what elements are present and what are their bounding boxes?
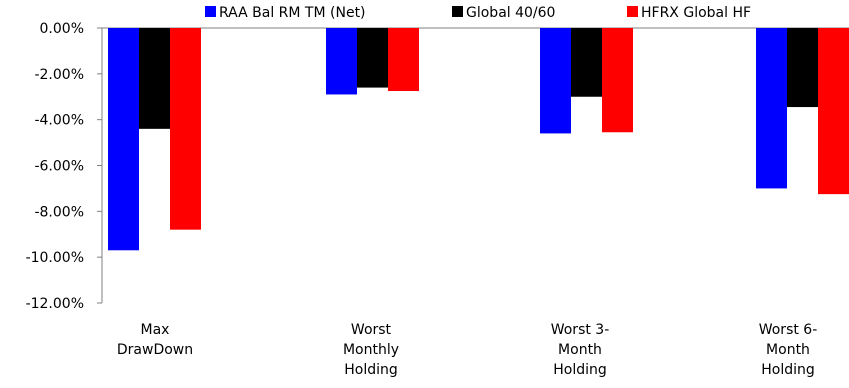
y-tick-label: -4.00% xyxy=(34,113,84,129)
category-label: Worst 6-Month Holding xyxy=(759,322,818,378)
category-label: Max DrawDown xyxy=(117,322,193,358)
bar-raa-bal-rm-tm-net--3 xyxy=(756,28,787,189)
bars xyxy=(108,28,849,251)
legend-swatch xyxy=(205,6,216,17)
category-labels: Max DrawDown Worst Monthly Holding Worst 3-Mo… xyxy=(117,322,817,378)
bar-global-40-60-0 xyxy=(139,28,170,129)
bar-hfrx-global-hf-0 xyxy=(170,28,201,230)
y-tick-label: -8.00% xyxy=(34,204,84,220)
legend-label: RAA Bal RM TM (Net) xyxy=(219,5,366,21)
legend: RAA Bal RM TM (Net) Global 40/60 HFRX Glob… xyxy=(205,5,751,21)
bar-raa-bal-rm-tm-net--1 xyxy=(326,28,357,95)
category-label: Worst Monthly Holding xyxy=(343,322,399,378)
bar-raa-bal-rm-tm-net--0 xyxy=(108,28,139,251)
bar-global-40-60-3 xyxy=(787,28,818,108)
bar-hfrx-global-hf-1 xyxy=(388,28,419,92)
legend-label: HFRX Global HF xyxy=(641,5,751,21)
bar-raa-bal-rm-tm-net--2 xyxy=(540,28,571,134)
legend-item: HFRX Global HF xyxy=(627,5,751,21)
legend-item: Global 40/60 xyxy=(452,5,555,21)
legend-swatch xyxy=(452,6,463,17)
y-tick-label: 0.00% xyxy=(40,21,84,37)
bar-global-40-60-2 xyxy=(571,28,602,97)
bar-hfrx-global-hf-3 xyxy=(818,28,849,195)
y-axis: 0.00% -2.00% -4.00% -6.00% -8.00% -10.00% -12.… xyxy=(26,21,849,312)
category-label: Worst 3-Month Holding xyxy=(551,322,610,378)
bar-hfrx-global-hf-2 xyxy=(602,28,633,133)
legend-label: Global 40/60 xyxy=(466,5,555,21)
legend-swatch xyxy=(627,6,638,17)
y-tick-label: -2.00% xyxy=(34,67,84,83)
y-tick-label: -12.00% xyxy=(26,296,84,312)
y-tick-label: -10.00% xyxy=(26,250,84,266)
y-tick-label: -6.00% xyxy=(34,159,84,175)
legend-item: RAA Bal RM TM (Net) xyxy=(205,5,366,21)
bar-global-40-60-1 xyxy=(357,28,388,88)
